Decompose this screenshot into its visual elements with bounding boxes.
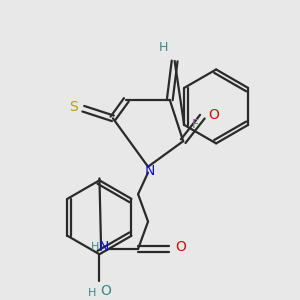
Text: S: S xyxy=(69,100,78,114)
Text: N: N xyxy=(98,240,109,254)
Text: H: H xyxy=(91,242,99,252)
Text: F: F xyxy=(192,118,200,131)
Text: O: O xyxy=(176,240,186,254)
Text: N: N xyxy=(145,164,155,178)
Text: H: H xyxy=(88,288,96,298)
Text: H: H xyxy=(158,41,168,54)
Text: O: O xyxy=(208,108,220,122)
Text: O: O xyxy=(100,284,111,298)
